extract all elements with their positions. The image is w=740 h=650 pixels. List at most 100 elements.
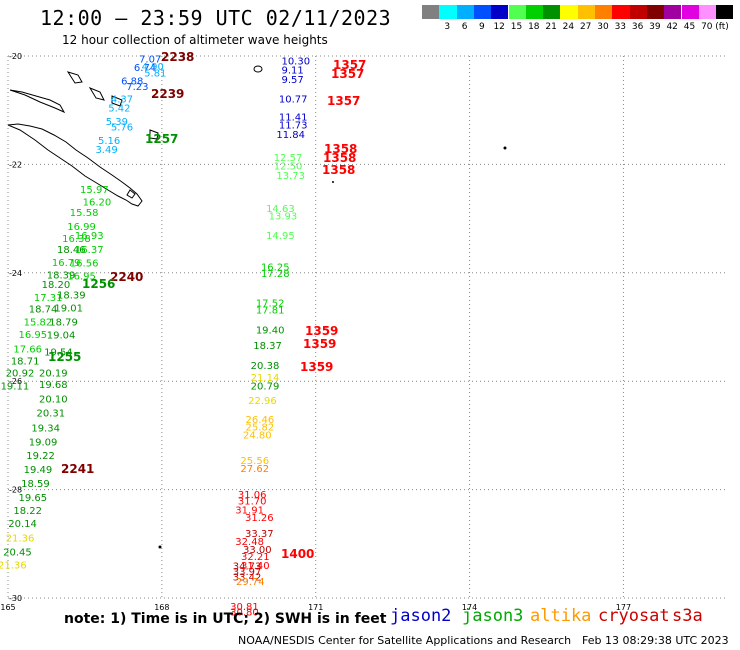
wave-height-value: 33.42 [233, 572, 262, 583]
legend-swatch [439, 5, 457, 19]
wave-height-value: 19.65 [19, 493, 48, 504]
legend-swatch [525, 5, 544, 19]
wave-height-value: 17.28 [261, 269, 290, 280]
wave-height-value: 10.30 [281, 56, 310, 67]
wave-height-value: 5.39 [106, 117, 128, 128]
wave-height-value: 31.40 [241, 561, 270, 572]
legend-label: 24 [562, 22, 575, 32]
wave-height-value: 20.45 [3, 547, 32, 558]
legend-swatch [629, 5, 647, 19]
wave-height-value: 9.11 [281, 66, 303, 77]
wave-height-value: 30.80 [230, 608, 259, 619]
wave-height-value: 18.71 [11, 357, 40, 368]
wave-height-value: 6.74 [134, 63, 156, 74]
legend-swatch [681, 5, 699, 19]
wave-height-value: 21.36 [6, 533, 35, 544]
time-label: 1400 [281, 547, 314, 561]
wave-height-value: 11.73 [279, 120, 308, 131]
satellite-s3a: s3a [672, 606, 703, 626]
wave-height-labels: 7.076.744.905.816.887.234.375.42 5.395.76… [0, 55, 310, 619]
legend-label: 27 [579, 22, 592, 32]
legend-label: 21 [545, 22, 557, 32]
legend-label: 36 [631, 22, 644, 32]
wave-height-value: 16.37 [75, 245, 104, 256]
satellite-jason3: jason3 [462, 606, 524, 626]
wave-height-value: 16.95 [67, 272, 96, 283]
legend-label: 45 [683, 22, 696, 32]
wave-height-value: 19.49 [24, 465, 53, 476]
y-tick-label: -30 [9, 594, 22, 603]
wave-height-value: 31.06 [238, 490, 267, 501]
legend-swatch [716, 5, 734, 19]
time-label: 1255 [48, 350, 81, 364]
wave-height-value: 16.25 [261, 262, 290, 273]
legend-swatch [577, 5, 595, 19]
wave-height-value: 18.74 [29, 305, 58, 316]
wave-height-value: 20.10 [39, 395, 68, 406]
time-labels: 2238223912572240125612552241135713571357… [48, 50, 366, 561]
wave-height-value: 16.93 [75, 231, 104, 242]
satellite-altika: altika [530, 606, 592, 626]
time-label: 2241 [61, 462, 94, 476]
legend-label: 70 [701, 22, 713, 32]
wave-height-value: 4.90 [142, 62, 164, 73]
coastline [7, 65, 507, 549]
wave-height-value: 19.09 [29, 437, 58, 448]
wave-height-value: 30.81 [230, 602, 259, 613]
time-label: 1357 [331, 67, 364, 81]
y-tick-label: -24 [9, 269, 22, 278]
wave-height-value: 19.40 [256, 326, 285, 337]
wave-height-value: 18.79 [49, 318, 78, 329]
legend-label: 6 [461, 22, 468, 32]
wave-height-value: 16.79 [52, 258, 81, 269]
time-label: 1357 [333, 58, 366, 72]
time-label: 2238 [161, 50, 194, 64]
wave-height-value: 32.21 [241, 552, 270, 563]
wave-height-value: 19.68 [39, 380, 68, 391]
wave-height-value: 20.31 [36, 409, 65, 420]
wave-height-value: 17.81 [256, 306, 285, 317]
islet [503, 146, 507, 150]
time-label: 1256 [82, 277, 115, 291]
legend-swatch [698, 5, 717, 19]
legend-swatch [560, 5, 578, 19]
wave-height-value: 25.82 [246, 423, 275, 434]
axis-tick-labels: 165 168 171 174 177 -20 -22 -24 -26 -28 -30 [0, 52, 631, 612]
wave-height-value: 20.19 [39, 369, 68, 380]
wave-height-value: 16.99 [67, 222, 96, 233]
legend-swatch [612, 5, 630, 19]
legend-swatch [508, 5, 526, 19]
wave-height-value: 17.66 [13, 345, 42, 356]
wave-height-value: 29.74 [236, 577, 265, 588]
legend-swatch [664, 5, 682, 19]
wave-height-value: 33.97 [233, 567, 262, 578]
legend-label: 15 [510, 22, 523, 32]
time-label: 1257 [145, 132, 178, 146]
wave-height-value: 12.57 [274, 153, 303, 164]
wave-height-value: 5.16 [98, 136, 120, 147]
wave-height-value: 16.95 [19, 330, 48, 341]
chart-subtitle: 12 hour collection of altimeter wave hei… [62, 33, 328, 47]
wave-height-value: 7.07 [139, 55, 161, 66]
wave-height-value: 5.76 [111, 122, 133, 133]
wave-height-value: 20.92 [6, 369, 35, 380]
loyalty-islands [126, 129, 159, 199]
wave-height-value: 19.11 [1, 382, 30, 393]
wave-height-value: 20.38 [251, 361, 280, 372]
wave-height-value: 18.20 [42, 280, 71, 291]
wave-height-value: 15.82 [24, 318, 53, 329]
wave-height-value: 17.52 [256, 299, 285, 310]
wave-height-value: 17.31 [34, 293, 63, 304]
legend-unit: (ft) [715, 22, 729, 32]
wave-height-value: 7.23 [126, 82, 148, 93]
wave-height-value: 14.95 [266, 231, 295, 242]
wave-height-value: 14.63 [266, 204, 295, 215]
new-caledonia-coast [7, 123, 143, 207]
wave-height-value: 13.93 [269, 211, 298, 222]
legend-swatch [595, 5, 613, 19]
x-tick-label: 171 [308, 603, 323, 612]
time-label: 1359 [305, 324, 338, 338]
legend-swatch [422, 5, 440, 19]
wave-height-value: 18.22 [13, 506, 42, 517]
